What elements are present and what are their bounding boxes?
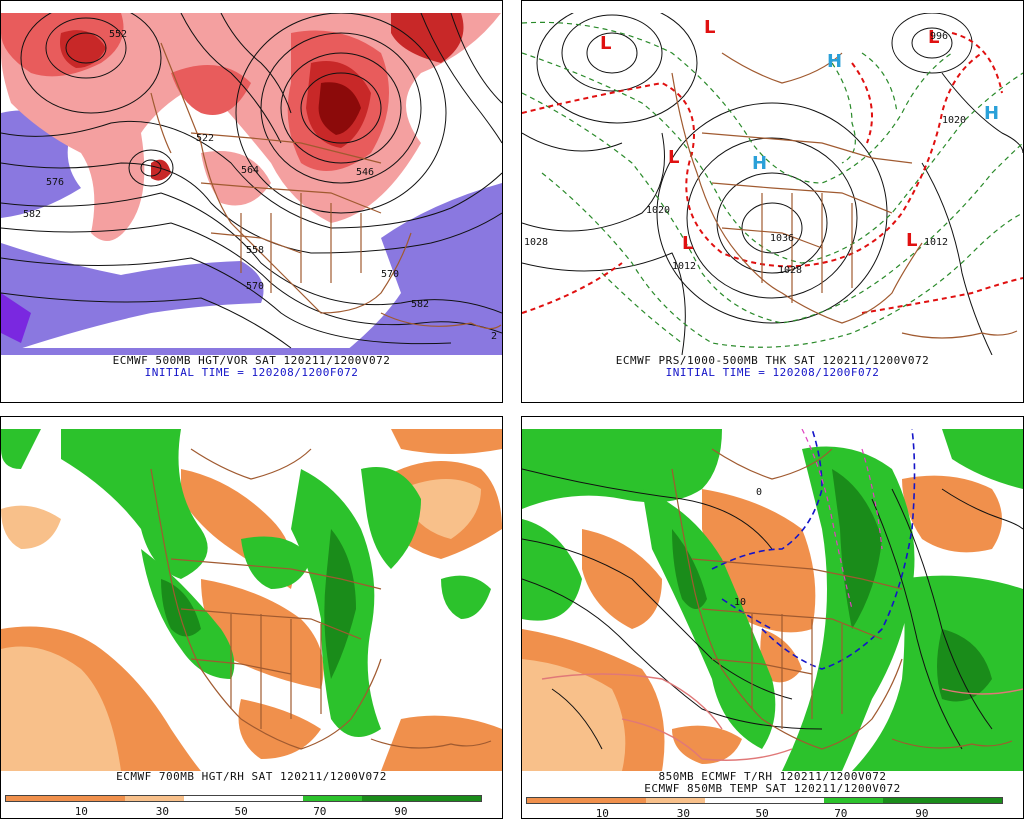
map-pressure-thickness: L L L L L L H H H 1020 1028 1012 1020 99… xyxy=(522,13,1023,355)
isobar-label-1028b: 1028 xyxy=(778,265,802,276)
map-500mb-vorticity: 552 582 576 570 558 564 546 522 570 582 … xyxy=(1,13,502,355)
contour-label-582: 582 xyxy=(23,209,41,220)
colorbar-label-50: 50 xyxy=(234,805,248,818)
colorbar-850-label-90: 90 xyxy=(915,807,929,819)
colorbar-850-label-70: 70 xyxy=(834,807,848,819)
caption-850mb-line1: 850MB ECMWF T/RH 120211/1200V072 xyxy=(658,770,887,783)
low-center-6: L xyxy=(928,27,939,48)
isobar-label-1028: 1028 xyxy=(524,237,548,248)
rh-700mb-map-graphic xyxy=(1,429,502,771)
vorticity-map-graphic: 552 582 576 570 558 564 546 522 570 582 … xyxy=(1,13,502,355)
contour-label-2: 2 xyxy=(491,331,497,342)
panel-prs-thk: L L L L L L H H H 1020 1028 1012 1020 99… xyxy=(521,0,1024,403)
map-700mb-rh xyxy=(1,429,502,771)
caption-850mb-line2: ECMWF 850MB TEMP SAT 120211/1200V072 xyxy=(644,782,901,795)
colorbar-label-10: 10 xyxy=(74,805,88,818)
colorbar-850-label-30: 30 xyxy=(676,807,691,819)
contour-label-552: 552 xyxy=(109,29,127,40)
temp-label-10: 10 xyxy=(734,597,746,608)
caption-500mb: ECMWF 500MB HGT/VOR SAT 120211/1200V072 xyxy=(112,354,391,367)
contour-label-522: 522 xyxy=(196,133,214,144)
low-center-1: L xyxy=(600,33,611,54)
high-center-2: H xyxy=(752,153,767,174)
isobar-label-1012: 1012 xyxy=(924,237,948,248)
caption-prs-thk: ECMWF PRS/1000-500MB THK SAT 120211/1200… xyxy=(615,354,930,367)
colorbar-850-label-50: 50 xyxy=(755,807,769,819)
contour-label-582b: 582 xyxy=(411,299,429,310)
temp-rh-850mb-map-graphic: 0 10 xyxy=(522,429,1023,771)
contour-label-570: 570 xyxy=(246,281,264,292)
colorbar-label-30: 30 xyxy=(155,805,170,818)
isobar-label-1020: 1020 xyxy=(646,205,670,216)
panel-700mb-hgt-rh: ECMWF 700MB HGT/RH SAT 120211/1200V072 1… xyxy=(0,416,503,819)
high-center-1: H xyxy=(827,51,842,72)
panel-500mb-hgt-vor: 552 582 576 570 558 564 546 522 570 582 … xyxy=(0,0,503,403)
colorbar-850-label-10: 10 xyxy=(595,807,609,819)
initial-time-500mb: INITIAL TIME = 120208/1200F072 xyxy=(144,366,359,379)
colorbar-label-70: 70 xyxy=(313,805,327,818)
rh-colorbar-labels: 10 30 50 70 90 xyxy=(5,805,482,818)
rh-colorbar xyxy=(5,795,482,802)
isobar-label-1036: 1036 xyxy=(770,233,794,244)
high-center-3: H xyxy=(984,103,999,124)
isobar-label-1012b: 1012 xyxy=(672,261,696,272)
pressure-thickness-map-graphic: L L L L L L H H H 1020 1028 1012 1020 99… xyxy=(522,13,1023,355)
low-center-4: L xyxy=(682,233,693,254)
panel-850mb-t-rh: 0 10 850MB ECMWF T/RH 120211/1200V072 EC… xyxy=(521,416,1024,819)
contour-label-546: 546 xyxy=(356,167,374,178)
contour-label-558: 558 xyxy=(246,245,264,256)
initial-time-prs-thk: INITIAL TIME = 120208/1200F072 xyxy=(665,366,880,379)
isobar-label-996: 996 xyxy=(930,31,948,42)
low-center-5: L xyxy=(906,230,917,251)
temp-label-0: 0 xyxy=(756,487,762,498)
map-850mb-temp-rh: 0 10 xyxy=(522,429,1023,771)
isobar-label-1020b: 1020 xyxy=(942,115,966,126)
rh-colorbar-850-labels: 10 30 50 70 90 xyxy=(526,807,1003,819)
contour-label-576: 576 xyxy=(46,177,64,188)
rh-colorbar-850 xyxy=(526,797,1003,804)
low-center-2: L xyxy=(704,17,715,38)
low-center-3: L xyxy=(668,147,679,168)
caption-700mb: ECMWF 700MB HGT/RH SAT 120211/1200V072 xyxy=(116,770,387,783)
contour-label-570b: 570 xyxy=(381,269,399,280)
colorbar-label-90: 90 xyxy=(394,805,408,818)
contour-label-564: 564 xyxy=(241,165,259,176)
